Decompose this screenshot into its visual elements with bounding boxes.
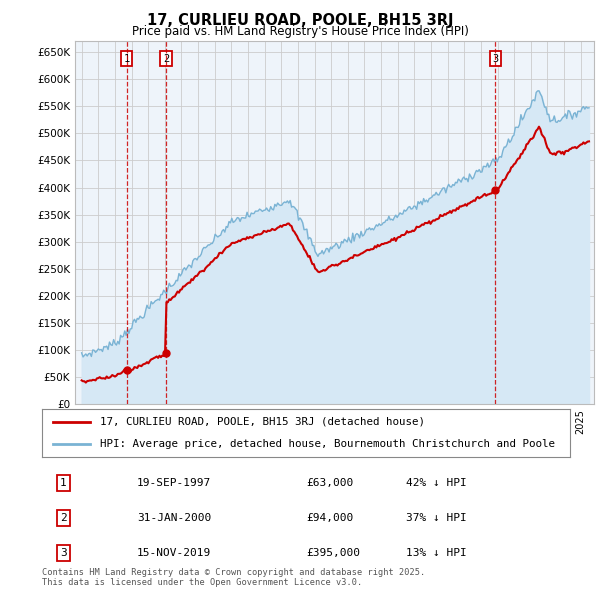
Text: 1: 1 (60, 478, 67, 488)
Text: 17, CURLIEU ROAD, POOLE, BH15 3RJ (detached house): 17, CURLIEU ROAD, POOLE, BH15 3RJ (detac… (100, 417, 425, 427)
Text: 17, CURLIEU ROAD, POOLE, BH15 3RJ: 17, CURLIEU ROAD, POOLE, BH15 3RJ (147, 13, 453, 28)
Text: 3: 3 (493, 54, 499, 64)
Text: 31-JAN-2000: 31-JAN-2000 (137, 513, 211, 523)
Text: £94,000: £94,000 (306, 513, 353, 523)
Text: 3: 3 (60, 548, 67, 558)
Text: £395,000: £395,000 (306, 548, 360, 558)
Text: 13% ↓ HPI: 13% ↓ HPI (406, 548, 467, 558)
Text: 1: 1 (124, 54, 130, 64)
Text: Contains HM Land Registry data © Crown copyright and database right 2025.
This d: Contains HM Land Registry data © Crown c… (42, 568, 425, 587)
Text: HPI: Average price, detached house, Bournemouth Christchurch and Poole: HPI: Average price, detached house, Bour… (100, 439, 555, 449)
Text: 15-NOV-2019: 15-NOV-2019 (137, 548, 211, 558)
Text: £63,000: £63,000 (306, 478, 353, 488)
Text: 19-SEP-1997: 19-SEP-1997 (137, 478, 211, 488)
Text: 42% ↓ HPI: 42% ↓ HPI (406, 478, 467, 488)
Text: Price paid vs. HM Land Registry's House Price Index (HPI): Price paid vs. HM Land Registry's House … (131, 25, 469, 38)
Text: 2: 2 (60, 513, 67, 523)
Text: 2: 2 (163, 54, 169, 64)
Text: 37% ↓ HPI: 37% ↓ HPI (406, 513, 467, 523)
